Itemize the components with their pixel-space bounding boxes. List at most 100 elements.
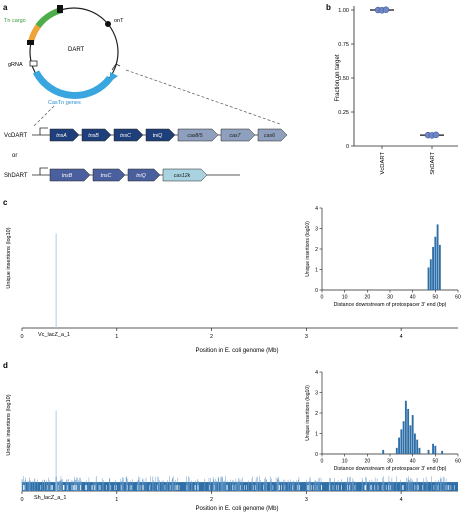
inset-bar [409, 425, 412, 454]
plasmid-title: DART [68, 47, 85, 53]
vcdart-genes: tnsA tnsB tnsC tniQ cas8/5 cas7 cas6 [49, 128, 288, 142]
inset-x-tick-label: 20 [364, 295, 370, 301]
gene-label: cas6 [264, 133, 275, 139]
inset-bar [432, 443, 434, 454]
inset-x-tick-label: 40 [410, 459, 416, 465]
x-tick-label: 4 [400, 334, 403, 340]
b-point [382, 6, 390, 13]
gene-tnsB [81, 128, 112, 142]
panel-d-letter: d [3, 361, 8, 370]
panel-b-letter: b [326, 3, 331, 12]
inset-bar [395, 447, 398, 454]
panel-c-letter: c [3, 198, 8, 207]
gene-tnsC [113, 128, 144, 142]
panel-b: b Fraction on target 0 0.25 0.50 0.75 1.00 V… [326, 3, 458, 175]
inset-x-tick-label: 10 [342, 295, 348, 301]
inset-x-tick-label: 10 [342, 459, 348, 465]
shdart-operon: ShDART tnsB tnsC tniQ cas12k [4, 167, 240, 182]
inset-x-tick-label: 30 [387, 459, 393, 465]
panel-a-letter: a [3, 3, 8, 12]
gene-label: cas7 [230, 133, 242, 139]
c-site-label: Vc_lacZ_a_1 [38, 332, 70, 338]
gene-cas6 [257, 128, 288, 142]
inset-y-tick-label: 0 [315, 288, 318, 294]
inset-bar [434, 445, 437, 454]
inset-bar [416, 439, 419, 454]
b-x-tick-label: ShDART [430, 152, 436, 175]
x-tick-label: 0 [20, 334, 23, 340]
ont-origin [105, 21, 111, 27]
x-tick-label: 3 [305, 497, 308, 503]
b-y-tick-label: 0.75 [338, 42, 349, 48]
inset-bar [404, 400, 407, 454]
inset-x-tick-label: 0 [321, 459, 324, 465]
inset-x-tick-label: 30 [387, 295, 393, 301]
panel-c: c Unique insertions (log10) Position in … [3, 198, 461, 354]
c-ylabel: Unique insertions (log10) [6, 227, 12, 288]
inset-bar [434, 236, 437, 290]
gene-label: cas12k [174, 173, 191, 179]
panel-d: d Unique insertions (log10) Position in … [3, 361, 461, 512]
x-tick-label: 0 [20, 497, 23, 503]
plasmid-map: DART Tn cargo onT gRNA CasTn genes [4, 5, 281, 127]
inset-bar [382, 449, 385, 454]
gene-cas12k [162, 168, 208, 182]
gene-label: tniQ [136, 173, 146, 179]
inset-y-tick-label: 2 [315, 247, 318, 253]
inset-xlabel: Distance downstream of protospacer 3′ en… [334, 302, 447, 308]
inset-y-tick-label: 4 [315, 370, 318, 376]
inset-x-tick-label: 0 [321, 295, 324, 301]
inset-bar [414, 433, 416, 454]
inset-bar [427, 449, 430, 454]
b-y-tick-label: 1.00 [338, 8, 349, 14]
background-band [22, 482, 458, 491]
inset-bar [429, 259, 432, 290]
c-main-plot: 0 1 2 3 4 [20, 233, 403, 340]
gene-label: tnsB [62, 173, 73, 179]
inset-y-tick-label: 4 [315, 206, 318, 212]
tn-end-left [27, 40, 34, 45]
gene-tnsB [49, 168, 91, 182]
b-y-ticks: 0 0.25 0.50 0.75 1.00 [338, 8, 354, 150]
inset-bar [438, 244, 441, 290]
grna-label: gRNA [8, 62, 23, 68]
gene-label: tniQ [153, 133, 163, 139]
inset-bar [400, 429, 403, 454]
inset-y-tick-label: 1 [315, 432, 318, 438]
vcdart-label: VcDART [4, 133, 28, 139]
x-tick-label: 2 [210, 334, 213, 340]
shdart-promoter [39, 167, 48, 175]
cargo-label: Tn cargo [4, 18, 26, 24]
b-x-tick-labels: VcDART ShDART [380, 146, 436, 175]
inset-bar [441, 450, 444, 454]
b-point [432, 131, 440, 139]
inset-bar [402, 421, 405, 454]
inset-bar [418, 447, 421, 454]
grna-box [29, 60, 38, 67]
b-ylabel: Fraction on target [335, 54, 341, 101]
ont-label: onT [114, 18, 124, 24]
zoom-line-left [33, 105, 55, 127]
castn-arrowhead [110, 72, 118, 82]
inset-bar [407, 408, 410, 454]
zoom-line-right [125, 69, 281, 125]
x-tick-label: 3 [305, 334, 308, 340]
b-y-tick-label: 0.50 [338, 76, 349, 82]
inset-x-tick-label: 50 [432, 459, 438, 465]
castn-segment [32, 70, 113, 99]
gene-label: cas8/5 [187, 133, 202, 139]
inset-x-tick-label: 60 [455, 459, 461, 465]
inset-bar [411, 415, 414, 454]
inset-bar [398, 437, 400, 454]
inset-bar [436, 224, 439, 290]
inset-x-tick-label: 50 [432, 295, 438, 301]
x-tick-label: 2 [210, 497, 213, 503]
inset-bar [427, 267, 430, 290]
c-xlabel: Position in E. coli genome (Mb) [195, 348, 278, 354]
d-site-label: Sh_lacZ_a_1 [34, 495, 66, 501]
gene-tnsC [92, 168, 126, 182]
d-xlabel: Position in E. coli genome (Mb) [195, 506, 278, 512]
